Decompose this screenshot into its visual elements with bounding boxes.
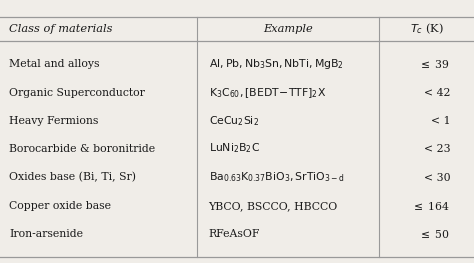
Text: < 30: < 30 [424, 173, 450, 183]
Text: Metal and alloys: Metal and alloys [9, 59, 100, 69]
Text: Oxides base (Bi, Ti, Sr): Oxides base (Bi, Ti, Sr) [9, 172, 137, 183]
Text: Copper oxide base: Copper oxide base [9, 201, 111, 211]
Text: $\mathrm{LuNi_2B_2C}$: $\mathrm{LuNi_2B_2C}$ [209, 142, 260, 155]
Text: < 1: < 1 [431, 116, 450, 126]
Text: < 23: < 23 [424, 144, 450, 154]
Text: < 42: < 42 [424, 88, 450, 98]
Text: $\mathit{T}_c$ (K): $\mathit{T}_c$ (K) [410, 22, 444, 36]
Text: Heavy Fermions: Heavy Fermions [9, 116, 99, 126]
Text: $\mathrm{Ba_{0.63}K_{0.37}BiO_3, SrTiO_{3-d}}$: $\mathrm{Ba_{0.63}K_{0.37}BiO_3, SrTiO_{… [209, 171, 345, 184]
Text: $\mathrm{CeCu_2Si_2}$: $\mathrm{CeCu_2Si_2}$ [209, 114, 259, 128]
Text: Example: Example [263, 24, 313, 34]
Text: Iron-arsenide: Iron-arsenide [9, 229, 83, 239]
Text: Class of materials: Class of materials [9, 24, 113, 34]
Text: $\mathrm{K_3C_{60}, [BEDT\!-\!TTF]_2X}$: $\mathrm{K_3C_{60}, [BEDT\!-\!TTF]_2X}$ [209, 87, 326, 100]
Text: RFeAsOF: RFeAsOF [209, 229, 260, 239]
Text: YBCO, BSCCO, HBCCO: YBCO, BSCCO, HBCCO [209, 201, 338, 211]
Text: Borocarbide & boronitride: Borocarbide & boronitride [9, 144, 155, 154]
Text: Organic Superconductor: Organic Superconductor [9, 88, 146, 98]
Text: $\mathrm{Al, Pb, Nb_3Sn, NbTi, MgB_2}$: $\mathrm{Al, Pb, Nb_3Sn, NbTi, MgB_2}$ [209, 57, 344, 72]
Text: $\leq$ 39: $\leq$ 39 [419, 58, 450, 70]
Text: $\leq$ 50: $\leq$ 50 [419, 228, 450, 240]
Text: $\leq$ 164: $\leq$ 164 [411, 200, 450, 213]
